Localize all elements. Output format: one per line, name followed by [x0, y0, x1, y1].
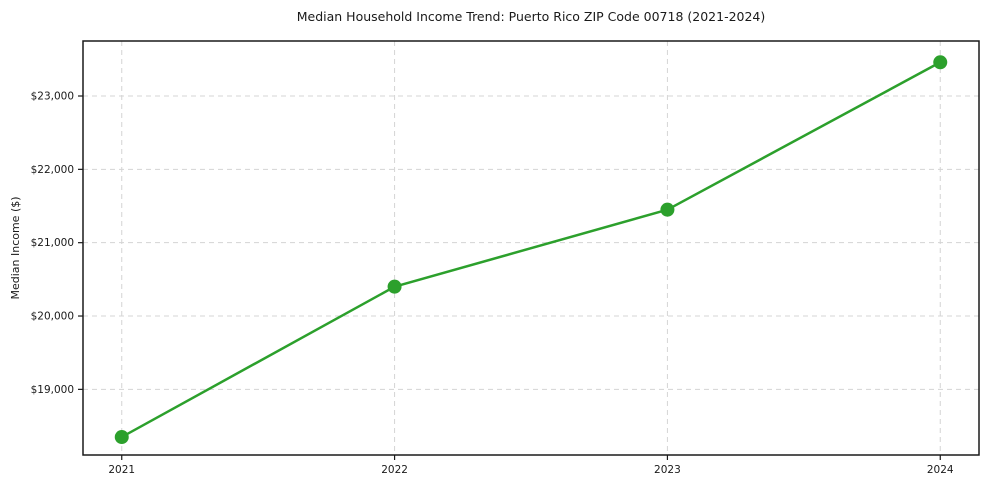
y-tick-label: $22,000	[31, 164, 74, 176]
x-tick-label: 2022	[381, 464, 408, 476]
plot-area: $19,000 $20,000 $21,000 $22,000 $23,000 2021 2…	[31, 40, 980, 476]
data-point-2023	[660, 202, 675, 217]
y-axis-label: Median Income ($)	[9, 196, 22, 299]
chart-title: Median Household Income Trend: Puerto Ri…	[297, 9, 766, 24]
plot-border	[82, 40, 980, 456]
trend-line	[120, 61, 942, 439]
y-tick-label: $21,000	[31, 237, 74, 249]
x-tick-label: 2021	[108, 464, 135, 476]
y-tick-label: $19,000	[31, 384, 74, 396]
data-point-2022	[387, 279, 402, 294]
data-point-2021	[114, 430, 129, 445]
x-tick-label: 2024	[927, 464, 954, 476]
data-point-2024	[933, 55, 948, 70]
y-tick-label: $23,000	[31, 91, 74, 103]
y-tick-label: $20,000	[31, 311, 74, 323]
x-tick-label: 2023	[654, 464, 681, 476]
